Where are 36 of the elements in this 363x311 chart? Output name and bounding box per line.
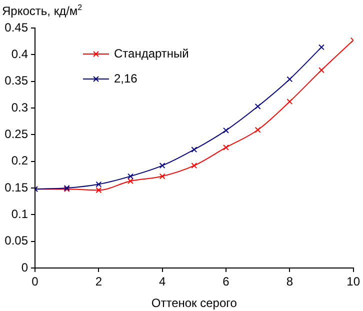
- x-axis-title: Оттенок серого: [151, 296, 238, 310]
- x-tick-label: 0: [32, 274, 39, 289]
- point: [128, 178, 134, 184]
- point: [254, 103, 261, 110]
- y-tick-label: 0.35: [4, 74, 28, 88]
- x-tick-label: 10: [346, 274, 360, 289]
- y-tick-label: 0.3: [11, 100, 28, 114]
- y-tick-label: 0.05: [4, 234, 28, 248]
- point: [128, 173, 134, 180]
- y-tick-label: 0.15: [4, 180, 28, 194]
- point: [159, 162, 166, 169]
- x-tick-label: 6: [222, 274, 230, 289]
- y-tick-label: 0.1: [11, 206, 28, 221]
- point: [96, 181, 102, 188]
- y-tick-label: 0.25: [4, 126, 28, 141]
- x-tick-label: 4: [158, 274, 166, 289]
- legend-label: 2,16: [114, 71, 138, 86]
- point: [223, 127, 229, 134]
- point: [286, 98, 293, 105]
- point: [223, 144, 229, 150]
- point: [254, 126, 261, 133]
- y-tick-label: 0.2: [11, 154, 28, 168]
- x-tick-label: 8: [286, 274, 294, 289]
- point: [318, 44, 324, 50]
- legend-label: Стандартный: [114, 46, 189, 60]
- point: [191, 162, 198, 169]
- point: [318, 67, 324, 74]
- point: [286, 76, 293, 82]
- point: [159, 173, 166, 180]
- y-axis-title: Яркость, кд/м$^{2}$: [2, 3, 82, 18]
- x-tick-label: 2: [95, 274, 102, 289]
- point: [96, 187, 102, 194]
- y-tick-label: 0: [21, 260, 28, 274]
- y-tick-label: 0.45: [4, 20, 28, 34]
- y-tick-label: 0.4: [11, 46, 28, 61]
- point: [191, 146, 198, 153]
